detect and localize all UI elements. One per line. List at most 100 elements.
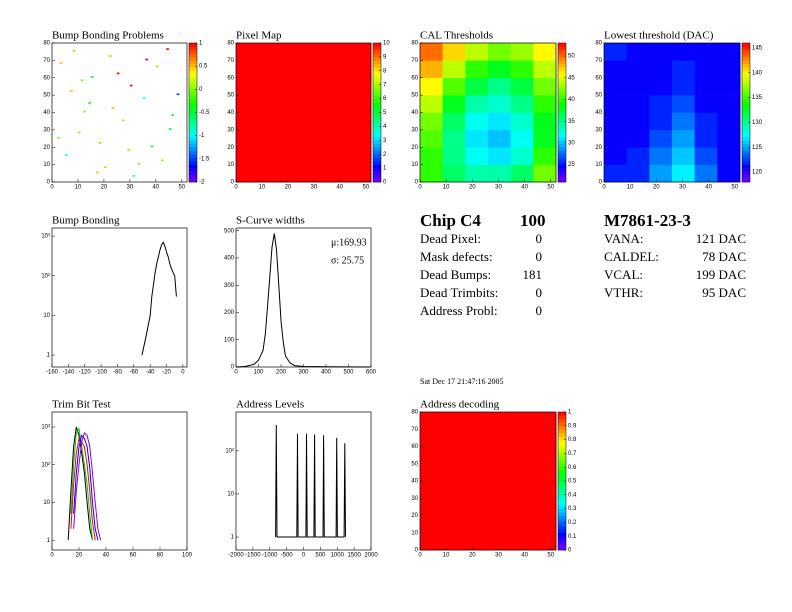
colorbar-tick-label: 0.5	[568, 479, 577, 485]
heat-cell	[442, 129, 466, 148]
colorbar-step	[558, 446, 566, 451]
x-tick-label: 50	[731, 185, 738, 191]
x-tick-label: 10	[259, 185, 266, 191]
colorbar-step	[558, 512, 566, 516]
x-tick-label: 50	[178, 185, 185, 191]
count-label: Dead Bumps:	[420, 267, 491, 282]
colorbar-tick-label: -2	[199, 180, 205, 186]
heat-cell	[442, 147, 466, 165]
colorbar-tick-label: 120	[752, 170, 763, 176]
panel-title: Lowest threshold (DAC)	[604, 30, 714, 42]
colorbar-step	[558, 422, 566, 427]
colorbar-step	[742, 175, 750, 179]
x-tick-label: 10	[443, 185, 450, 191]
colorbar-step	[373, 129, 381, 134]
heat-cell	[103, 166, 107, 169]
colorbar-step	[558, 505, 566, 509]
dac-value: 199 DAC	[696, 267, 746, 282]
colorbar-step	[558, 518, 566, 523]
colorbar-tick-label: 0.5	[199, 64, 208, 70]
count-value: 0	[536, 285, 543, 300]
colorbar-step	[558, 46, 566, 51]
colorbar-step	[373, 88, 381, 92]
colorbar-step	[189, 98, 197, 103]
colorbar-step	[373, 46, 381, 51]
heat-cell	[488, 112, 511, 131]
heat-cell	[488, 43, 511, 61]
heat-cell	[604, 95, 627, 113]
x-tick-label: 500	[315, 553, 326, 559]
colorbar-step	[558, 508, 566, 513]
colorbar-step	[373, 74, 381, 79]
heat-cell	[717, 43, 741, 61]
colorbar-step	[189, 171, 197, 176]
y-tick-label: 40	[411, 479, 418, 485]
colorbar-step	[373, 43, 381, 47]
colorbar-step	[558, 484, 566, 489]
stats-text: μ:169.93	[331, 237, 367, 248]
colorbar-step	[558, 147, 566, 152]
colorbar-step	[742, 81, 750, 85]
heat-cell	[465, 77, 489, 96]
x-tick-label: 30	[311, 185, 318, 191]
x-tick-label: -500	[281, 553, 294, 559]
heat-cell	[442, 164, 466, 183]
colorbar-step	[189, 70, 197, 75]
y-tick-label: 400	[224, 256, 235, 262]
colorbar-step	[373, 154, 381, 158]
colorbar-step	[742, 140, 750, 145]
heat-cell	[533, 112, 557, 131]
heat-cell	[465, 112, 489, 131]
y-tick-label: 40	[227, 110, 234, 116]
colorbar-step	[742, 43, 750, 47]
colorbar-step	[373, 119, 381, 124]
colorbar-step	[373, 171, 381, 176]
y-tick-label: 10	[43, 313, 50, 319]
x-tick-label: 20	[469, 185, 476, 191]
colorbar-step	[742, 157, 750, 162]
y-tick-label: 80	[411, 410, 418, 416]
colorbar-step	[189, 84, 197, 89]
x-tick-label: 80	[157, 553, 164, 559]
y-tick-label: 10	[411, 530, 418, 536]
colorbar-step	[558, 412, 566, 416]
x-tick-label: 0	[234, 370, 238, 376]
colorbar-step	[742, 74, 750, 79]
colorbar-step	[558, 449, 566, 454]
colorbar-step	[558, 126, 566, 131]
colorbar-step	[558, 494, 566, 499]
colorbar-tick-label: 45	[568, 75, 575, 81]
heat-cell	[77, 131, 81, 134]
colorbar-step	[189, 175, 197, 179]
colorbar-step	[189, 157, 197, 162]
x-tick-label: 100	[182, 553, 193, 559]
x-tick-label: -1500	[245, 553, 261, 559]
colorbar-tick-label: 125	[752, 145, 763, 151]
count-label: Dead Trimbits:	[420, 285, 498, 300]
colorbar-step	[742, 84, 750, 89]
colorbar-step	[189, 74, 197, 79]
colorbar-step	[189, 81, 197, 85]
heat-cell	[442, 112, 466, 131]
heat-cell	[59, 62, 63, 64]
colorbar-tick-label: 0.6	[568, 465, 577, 471]
x-tick-label: -40	[146, 370, 155, 376]
heat-cell	[142, 96, 146, 99]
y-tick-label: 40	[411, 110, 418, 116]
colorbar-step	[558, 154, 566, 158]
heat-cell	[64, 154, 68, 156]
colorbar-step	[373, 109, 381, 113]
colorbar-step	[742, 129, 750, 134]
heat-cell	[122, 119, 125, 122]
heat-cell	[80, 79, 84, 82]
x-tick-label: 20	[76, 553, 83, 559]
dac-label: VTHR:	[604, 285, 643, 300]
colorbar-step	[558, 543, 566, 547]
colorbar-step	[558, 429, 566, 433]
heat-cell	[672, 147, 695, 165]
colorbar-tick-label: 145	[752, 46, 763, 52]
colorbar-step	[189, 143, 197, 148]
colorbar-step	[373, 49, 381, 54]
colorbar-step	[189, 129, 197, 134]
